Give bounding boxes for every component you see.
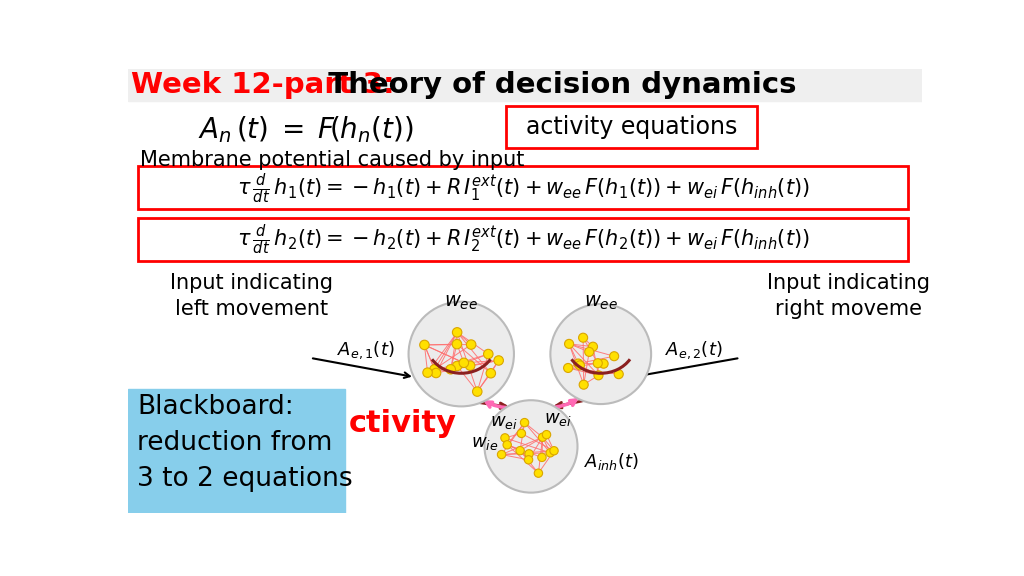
Circle shape [503, 441, 511, 449]
Circle shape [494, 356, 504, 365]
Circle shape [538, 453, 546, 461]
Circle shape [498, 450, 506, 458]
Circle shape [453, 339, 462, 349]
Circle shape [575, 361, 585, 370]
Circle shape [472, 387, 482, 396]
Circle shape [543, 430, 551, 439]
Circle shape [535, 469, 543, 478]
Circle shape [466, 340, 476, 349]
Text: Membrane potential caused by input: Membrane potential caused by input [139, 150, 524, 170]
Circle shape [517, 429, 525, 438]
Text: $A_{e,1}(t)$: $A_{e,1}(t)$ [337, 339, 394, 361]
Circle shape [446, 365, 456, 374]
Bar [128, 389, 345, 513]
Circle shape [483, 349, 493, 359]
Text: $w_{ie}$: $w_{ie}$ [471, 434, 499, 452]
Circle shape [609, 352, 618, 361]
Circle shape [431, 368, 440, 378]
Circle shape [520, 418, 528, 427]
Text: activity equations: activity equations [526, 115, 737, 139]
Text: $A_{inh}(t)$: $A_{inh}(t)$ [584, 452, 639, 472]
Circle shape [585, 347, 594, 357]
Circle shape [486, 369, 496, 378]
FancyBboxPatch shape [506, 106, 758, 147]
Circle shape [409, 302, 514, 407]
FancyBboxPatch shape [138, 218, 908, 261]
Circle shape [484, 400, 578, 492]
Circle shape [593, 359, 602, 367]
Circle shape [589, 342, 598, 351]
Text: Input indicating
left movement: Input indicating left movement [171, 273, 334, 320]
Circle shape [524, 456, 532, 464]
Text: $A_n\,(t)\; =\; F\!\left(h_n(t)\right)$: $A_n\,(t)\; =\; F\!\left(h_n(t)\right)$ [199, 114, 414, 145]
Circle shape [430, 365, 439, 374]
FancyBboxPatch shape [138, 166, 908, 209]
Circle shape [579, 333, 588, 342]
Bar [128, 69, 922, 101]
Text: $w_{ei}$: $w_{ei}$ [489, 413, 518, 431]
Circle shape [539, 433, 547, 441]
Circle shape [550, 304, 651, 404]
Text: $w_{ei}$: $w_{ei}$ [544, 411, 572, 429]
Text: Week 12-part 3:: Week 12-part 3: [131, 71, 394, 99]
Circle shape [573, 359, 583, 368]
Text: $A_{e,2}(t)$: $A_{e,2}(t)$ [665, 339, 723, 361]
Circle shape [525, 450, 534, 458]
Circle shape [465, 361, 475, 370]
Circle shape [546, 449, 554, 457]
Text: Blackboard:
reduction from
3 to 2 equations: Blackboard: reduction from 3 to 2 equati… [137, 394, 353, 492]
Circle shape [459, 358, 469, 367]
Text: $w_{ee}$: $w_{ee}$ [444, 293, 478, 312]
Circle shape [501, 434, 509, 442]
Circle shape [563, 363, 572, 373]
Circle shape [420, 340, 429, 350]
Circle shape [594, 371, 603, 380]
Circle shape [453, 361, 462, 371]
Circle shape [453, 328, 462, 337]
Text: Input indicating
right moveme: Input indicating right moveme [767, 273, 930, 320]
Text: $w_{ee}$: $w_{ee}$ [584, 293, 617, 312]
Circle shape [423, 368, 432, 377]
Text: $\tau\,\frac{d}{dt}\,h_2(t) = -h_2(t) + R\,I_2^{ext}(t) + w_{ee}\,F(h_2(t)) + w_: $\tau\,\frac{d}{dt}\,h_2(t) = -h_2(t) + … [237, 223, 810, 257]
Text: ctivity: ctivity [349, 409, 457, 438]
Text: $\tau\,\frac{d}{dt}\,h_1(t) = -h_1(t) + R\,I_1^{ext}(t) + w_{ee}\,F(h_1(t)) + w_: $\tau\,\frac{d}{dt}\,h_1(t) = -h_1(t) + … [237, 171, 810, 206]
Text: Theory of decision dynamics: Theory of decision dynamics [308, 71, 797, 99]
Circle shape [550, 446, 558, 455]
Circle shape [614, 370, 624, 378]
Circle shape [599, 359, 608, 368]
Circle shape [516, 446, 524, 455]
Circle shape [580, 380, 588, 389]
Circle shape [564, 339, 573, 348]
